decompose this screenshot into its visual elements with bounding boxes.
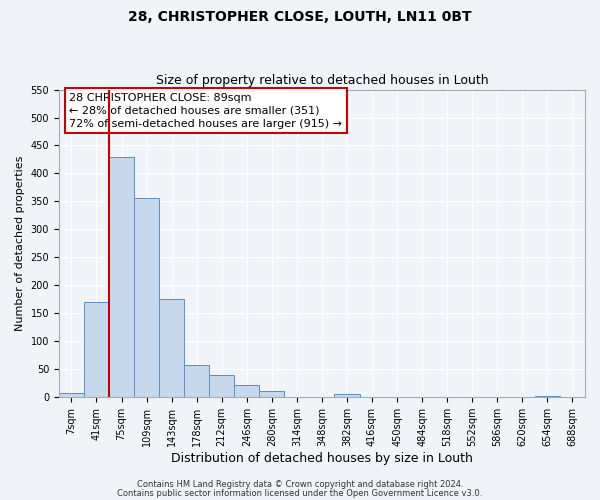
Text: Contains public sector information licensed under the Open Government Licence v3: Contains public sector information licen…	[118, 488, 482, 498]
Bar	[560, 396, 585, 397]
Bar	[184, 366, 209, 397]
Bar	[209, 375, 234, 397]
Text: 28, CHRISTOPHER CLOSE, LOUTH, LN11 0BT: 28, CHRISTOPHER CLOSE, LOUTH, LN11 0BT	[128, 10, 472, 24]
Y-axis label: Number of detached properties: Number of detached properties	[15, 156, 25, 331]
Bar	[59, 392, 84, 397]
Bar	[334, 394, 359, 397]
Bar	[134, 198, 159, 397]
Bar	[159, 300, 184, 397]
Bar	[234, 386, 259, 397]
Text: 28 CHRISTOPHER CLOSE: 89sqm
← 28% of detached houses are smaller (351)
72% of se: 28 CHRISTOPHER CLOSE: 89sqm ← 28% of det…	[70, 92, 343, 129]
Text: Contains HM Land Registry data © Crown copyright and database right 2024.: Contains HM Land Registry data © Crown c…	[137, 480, 463, 489]
Bar	[259, 390, 284, 397]
Bar	[84, 302, 109, 397]
Title: Size of property relative to detached houses in Louth: Size of property relative to detached ho…	[155, 74, 488, 87]
X-axis label: Distribution of detached houses by size in Louth: Distribution of detached houses by size …	[171, 452, 473, 465]
Bar	[535, 396, 560, 397]
Bar	[109, 156, 134, 397]
